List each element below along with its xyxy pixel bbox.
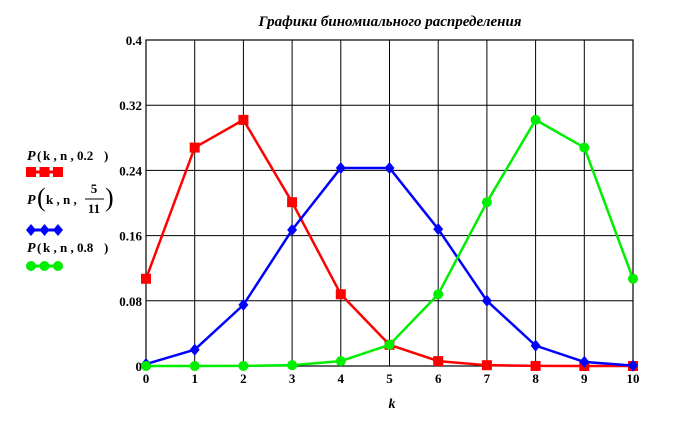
series-group [141,114,638,372]
legend-sample-marker [53,261,63,271]
series-1-point [335,289,346,300]
y-tick-label: 0.32 [119,98,142,113]
x-tick-label: 8 [532,371,539,386]
legend-item-1-sample [26,167,63,177]
series-2-point [384,161,395,174]
legend-item-2-frac-den: 11 [88,201,100,216]
series-3-point [433,289,444,300]
series-3-point [530,114,541,125]
series-2-point [189,343,200,356]
legend-item-1-func: P [27,149,36,164]
x-tick-label: 10 [627,371,640,386]
legend-sample-marker [26,261,36,271]
legend-item-2-frac-num: 5 [91,181,98,196]
x-axis-label: k [389,397,396,412]
legend-item-3-paren-close: ) [104,240,108,255]
series-2 [141,161,638,372]
legend-item-2: P ( k , n , 5 11 ) [26,181,114,236]
y-tick-label: 0 [136,359,143,374]
legend-item-3-sample [26,261,63,271]
series-3-point [238,360,249,371]
series-1-point [287,197,298,208]
x-tick-label: 2 [240,371,247,386]
y-axis-ticks: 0 0.08 0.16 0.24 0.32 0.4 [119,33,142,374]
x-tick-label: 9 [581,371,588,386]
y-tick-label: 0.16 [119,229,142,244]
series-1-point [481,360,492,371]
grid [146,40,633,366]
series-3-point [335,356,346,367]
y-tick-label: 0.24 [119,163,142,178]
legend-item-3-paren-open: ( [37,240,41,255]
series-1-point [530,360,541,371]
series-2-point [628,359,638,372]
legend-sample-marker [26,224,36,236]
legend-item-1-args: k , n , 0.2 [43,148,93,163]
series-1-point [238,114,249,125]
legend-item-3-func: P [27,241,36,256]
x-tick-label: 7 [484,371,491,386]
legend-item-2-paren-open: ( [37,183,46,212]
legend-item-2-args: k , n , [46,192,77,207]
series-2-point [481,294,492,307]
series-3-point [481,197,492,208]
legend-item-2-func: P [27,193,36,208]
legend-item-2-paren-close: ) [105,183,114,212]
x-tick-label: 3 [289,371,296,386]
legend-sample-marker [26,167,36,177]
legend-sample-marker [53,224,63,236]
legend-sample-marker [39,261,50,271]
legend-sample-marker [39,167,50,177]
y-tick-label: 0.4 [126,33,143,48]
x-axis-ticks: 0 1 2 3 4 5 6 7 8 9 10 [143,371,640,386]
series-3-point [384,339,395,350]
series-1-point [189,142,200,153]
series-1-point [141,273,151,284]
legend: P ( k , n , 0.2 ) P ( k , n , 5 11 ) P (… [26,148,114,271]
series-2-point [433,223,444,236]
legend-item-1-paren-close: ) [104,148,108,163]
series-3-point [287,360,298,371]
series-2-point [335,161,346,174]
legend-item-1: P ( k , n , 0.2 ) [26,148,108,177]
x-tick-label: 6 [435,371,442,386]
x-tick-label: 4 [338,371,345,386]
chart-title: Графики биномиального распределения [257,14,521,30]
series-3-point [189,361,200,371]
series-3 [141,114,638,371]
y-tick-label: 0.08 [119,294,142,309]
x-tick-label: 5 [386,371,393,386]
x-tick-label: 1 [191,371,198,386]
series-2-point [579,355,590,368]
series-2-point [238,298,249,311]
legend-item-1-paren-open: ( [37,148,41,163]
series-2-point [287,223,298,236]
series-1-point [433,356,444,367]
series-3-point [141,361,151,371]
series-3-point [628,273,638,284]
x-tick-label: 0 [143,371,150,386]
series-2-point [530,339,541,352]
legend-item-3: P ( k , n , 0.8 ) [26,240,108,271]
legend-sample-marker [39,224,50,236]
plot-frame [145,39,634,367]
series-3-point [579,142,590,153]
legend-sample-marker [53,167,63,177]
legend-item-2-sample [26,224,63,236]
legend-item-3-args: k , n , 0.8 [43,240,94,255]
